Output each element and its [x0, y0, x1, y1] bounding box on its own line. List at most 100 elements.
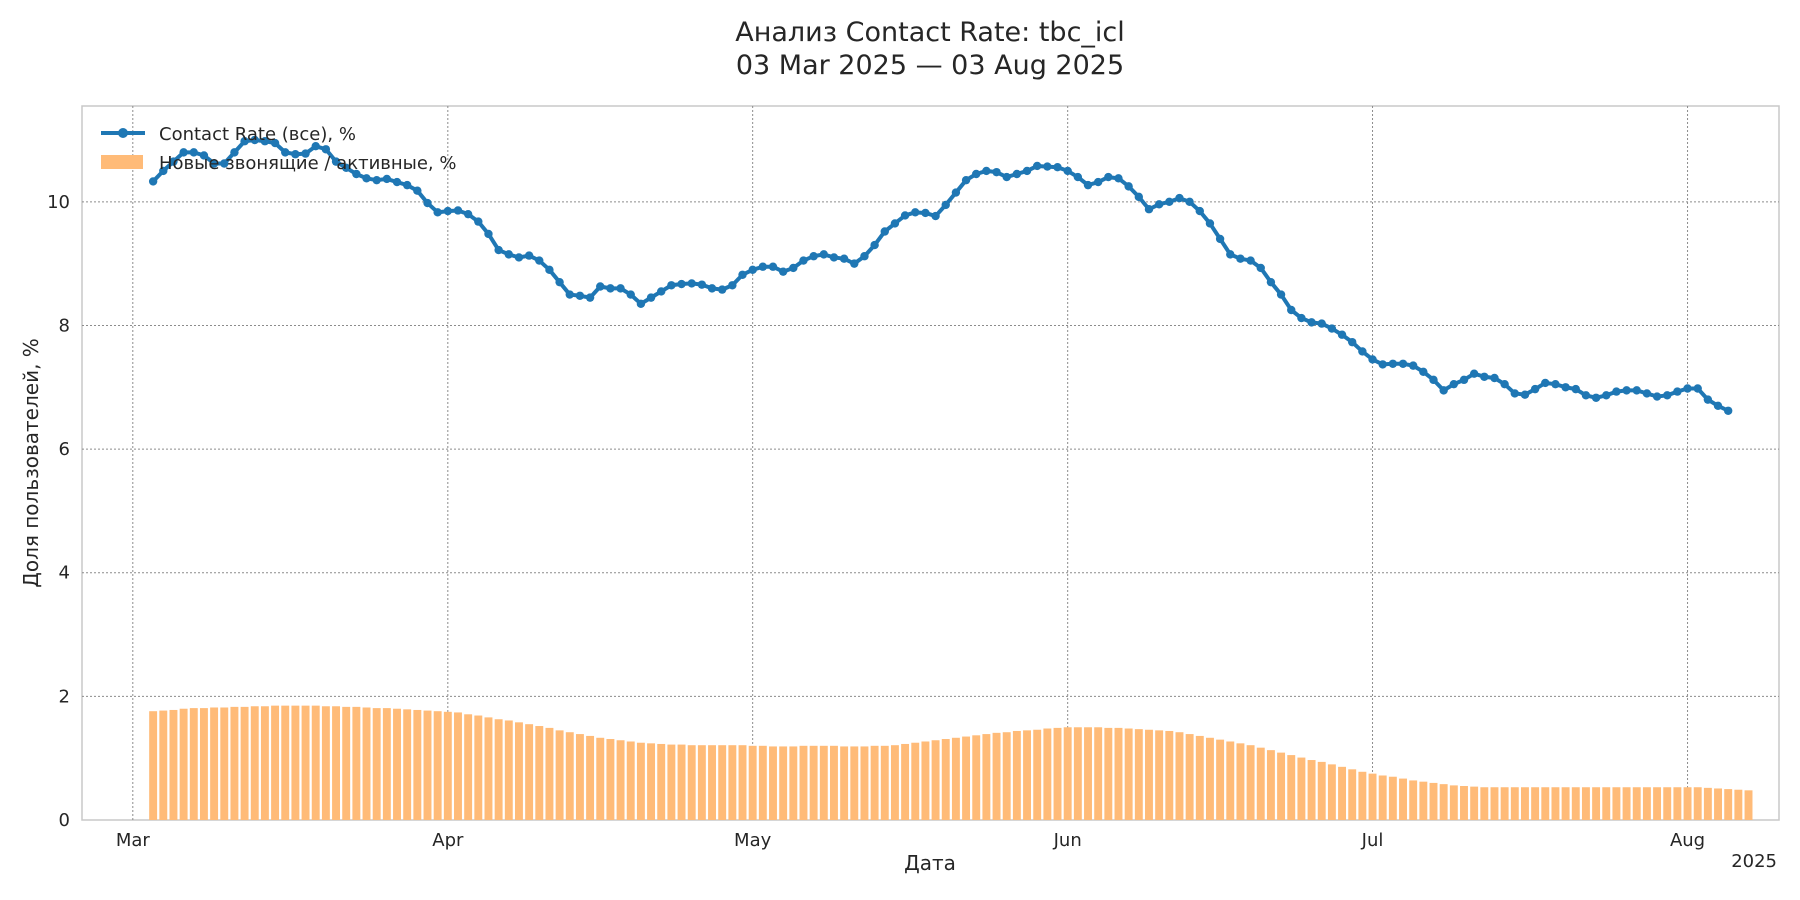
data-point	[951, 188, 961, 197]
data-point	[1510, 389, 1519, 398]
bar	[758, 745, 767, 820]
bar	[992, 732, 1001, 820]
bar	[504, 720, 513, 820]
bar	[1399, 778, 1407, 820]
bar	[1185, 734, 1194, 820]
data-point	[1236, 254, 1245, 263]
bar	[1084, 727, 1092, 820]
bar	[789, 746, 798, 820]
data-point	[1459, 375, 1469, 385]
data-point	[301, 149, 310, 158]
data-point	[1683, 384, 1692, 393]
bar	[1114, 727, 1123, 820]
data-point	[260, 137, 270, 146]
bar	[1124, 728, 1133, 820]
bar	[413, 709, 422, 820]
data-point	[545, 265, 554, 275]
data-point	[1093, 177, 1103, 187]
data-point	[1266, 277, 1276, 287]
data-point	[209, 159, 219, 168]
bar	[1256, 747, 1265, 820]
data-point	[717, 285, 727, 294]
data-point	[1053, 163, 1062, 172]
data-point	[1297, 313, 1306, 323]
bar	[575, 734, 584, 820]
bar	[1317, 761, 1326, 820]
data-point	[636, 299, 646, 309]
bar	[728, 745, 737, 820]
bar	[901, 743, 910, 820]
bar	[311, 705, 320, 820]
bar	[982, 734, 991, 820]
x-tick-label: Apr	[432, 830, 464, 851]
legend: Contact Rate (все), % Новые звонящие / а…	[101, 124, 456, 174]
bar	[189, 708, 198, 820]
data-point	[352, 169, 361, 179]
data-point	[169, 157, 178, 166]
data-point	[1571, 384, 1580, 394]
data-point	[484, 229, 493, 239]
data-point	[1063, 166, 1072, 176]
y-tick-label: 6	[59, 439, 70, 460]
bar	[1663, 787, 1672, 820]
bar	[1734, 789, 1743, 820]
bar	[555, 730, 564, 820]
data-point	[982, 166, 991, 176]
bar	[921, 741, 930, 820]
bar	[474, 715, 483, 820]
data-point	[443, 206, 453, 216]
bar	[271, 705, 280, 820]
bar	[1460, 786, 1468, 820]
data-point	[1500, 379, 1509, 389]
bar	[880, 745, 889, 820]
bar	[1287, 755, 1296, 820]
data-point	[1673, 387, 1682, 396]
data-point	[1713, 401, 1723, 411]
bar	[667, 744, 676, 820]
bar	[1195, 735, 1204, 820]
bar	[1622, 787, 1631, 820]
data-point	[931, 211, 940, 221]
data-point	[657, 287, 666, 296]
data-point	[433, 208, 442, 217]
bar	[890, 745, 899, 820]
data-point	[1114, 174, 1123, 183]
data-point	[1358, 347, 1367, 356]
data-point	[921, 208, 930, 218]
data-point	[667, 281, 676, 290]
data-point	[738, 270, 747, 279]
data-point	[504, 250, 513, 259]
x-tick-label: Aug	[1670, 830, 1705, 851]
bar	[1673, 787, 1682, 820]
legend-label-new-callers: Новые звонящие / активные, %	[159, 153, 456, 174]
data-point	[1043, 162, 1052, 171]
bar	[1500, 787, 1509, 820]
data-point	[1632, 386, 1641, 395]
data-point	[342, 163, 351, 173]
bar	[911, 742, 920, 820]
data-point	[687, 279, 696, 288]
bar	[840, 746, 849, 820]
data-point	[1469, 369, 1479, 378]
data-point	[1419, 367, 1428, 377]
data-point	[1287, 305, 1296, 315]
data-point	[1520, 390, 1530, 399]
bar	[1073, 727, 1082, 820]
data-point	[453, 206, 463, 215]
data-point	[281, 148, 290, 157]
bar	[1104, 727, 1113, 820]
data-point	[331, 157, 341, 166]
data-point	[799, 256, 808, 265]
data-point	[392, 177, 402, 187]
data-point	[1480, 372, 1489, 381]
bar	[1012, 730, 1021, 820]
data-point	[941, 200, 950, 210]
bar	[596, 737, 605, 820]
data-point	[148, 177, 158, 186]
x-tick-label: Jul	[1361, 830, 1384, 851]
bar	[1561, 787, 1570, 820]
y-tick-label: 2	[59, 686, 70, 707]
bar	[657, 743, 666, 820]
bar	[1388, 776, 1397, 820]
bar	[250, 706, 259, 820]
